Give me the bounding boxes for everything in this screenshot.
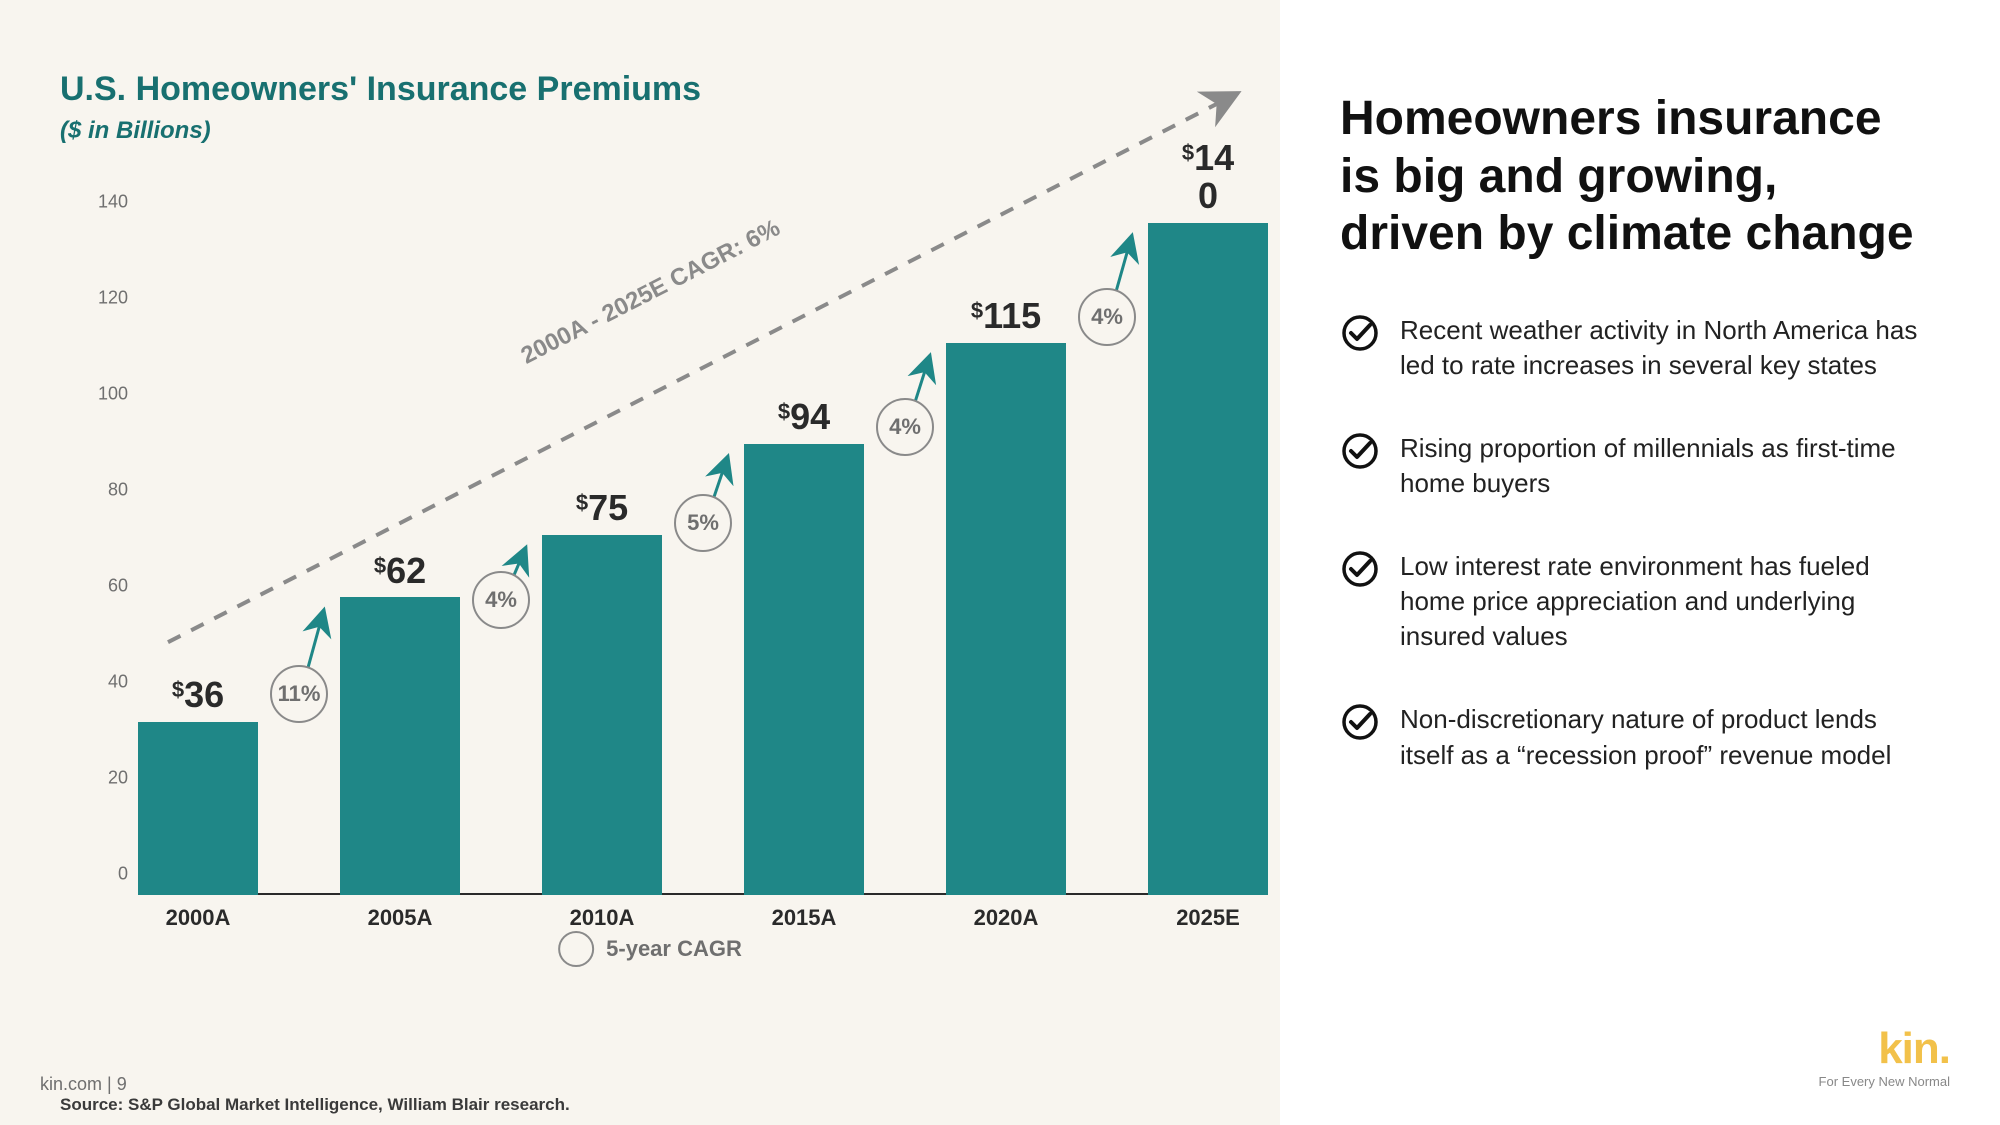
x-tick-label: 2010A [570, 905, 635, 931]
legend: 5-year CAGR [558, 931, 742, 967]
y-tick-label: 120 [98, 288, 128, 309]
bullet-item: Low interest rate environment has fueled… [1340, 549, 1930, 654]
check-icon [1340, 702, 1380, 742]
chart-title: U.S. Homeowners' Insurance Premiums [60, 70, 1240, 109]
bullet-item: Non-discretionary nature of product lend… [1340, 702, 1930, 772]
x-tick-label: 2000A [166, 905, 231, 931]
bullet-list: Recent weather activity in North America… [1340, 313, 1930, 773]
chart-panel: U.S. Homeowners' Insurance Premiums ($ i… [0, 0, 1280, 1125]
cagr-bubble: 4% [472, 571, 530, 629]
y-tick-label: 60 [108, 576, 128, 597]
bullet-text: Non-discretionary nature of product lend… [1400, 702, 1920, 772]
check-icon [1340, 431, 1380, 471]
bullet-item: Rising proportion of millennials as firs… [1340, 431, 1930, 501]
cagr-bubble: 5% [674, 494, 732, 552]
y-tick-label: 140 [98, 192, 128, 213]
x-tick-label: 2005A [368, 905, 433, 931]
x-tick-label: 2020A [974, 905, 1039, 931]
bullet-text: Recent weather activity in North America… [1400, 313, 1920, 383]
footer-source: Source: S&P Global Market Intelligence, … [60, 1095, 570, 1115]
cagr-bubble: 4% [1078, 288, 1136, 346]
x-tick-label: 2025E [1176, 905, 1240, 931]
y-tick-label: 20 [108, 768, 128, 789]
plot-area: $36$62$75$94$115$140 2000A - 2025E CAGR:… [140, 175, 1230, 895]
brand: kin. For Every New Normal [1819, 1024, 1950, 1089]
chart-area: 0 20 40 60 80 100 120 140 $36$62$75$94$115$140 … [60, 175, 1240, 955]
chart-subtitle: ($ in Billions) [60, 117, 1240, 145]
bullet-item: Recent weather activity in North America… [1340, 313, 1930, 383]
text-panel: Homeowners insurance is big and growing,… [1280, 0, 2000, 1125]
bullet-text: Rising proportion of millennials as firs… [1400, 431, 1920, 501]
x-tick-label: 2015A [772, 905, 837, 931]
y-tick-label: 100 [98, 384, 128, 405]
bullet-text: Low interest rate environment has fueled… [1400, 549, 1920, 654]
check-icon [1340, 549, 1380, 589]
y-tick-label: 0 [118, 864, 128, 885]
cagr-bubble: 11% [270, 665, 328, 723]
footer-site-page: kin.com | 9 [40, 1074, 127, 1095]
check-icon [1340, 313, 1380, 353]
brand-logo: kin. [1819, 1024, 1950, 1074]
y-tick-label: 40 [108, 672, 128, 693]
headline: Homeowners insurance is big and growing,… [1340, 90, 1930, 263]
headline-pre: Homeowners [1340, 92, 1655, 145]
slide: U.S. Homeowners' Insurance Premiums ($ i… [0, 0, 2000, 1125]
legend-circle-icon [558, 931, 594, 967]
y-axis: 0 20 40 60 80 100 120 140 [60, 175, 140, 895]
y-tick-label: 80 [108, 480, 128, 501]
brand-tagline: For Every New Normal [1819, 1074, 1950, 1089]
legend-label: 5-year CAGR [606, 936, 742, 962]
cagr-bubble: 4% [876, 398, 934, 456]
